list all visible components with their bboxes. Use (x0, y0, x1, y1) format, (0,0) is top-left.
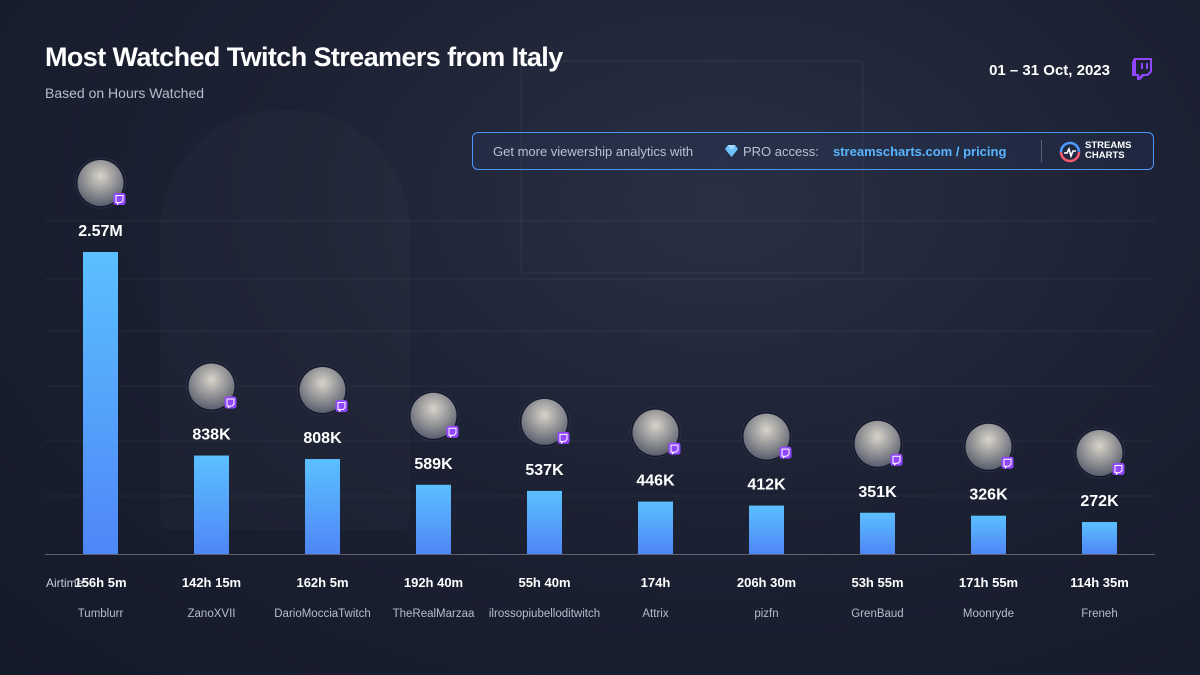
page-title: Most Watched Twitch Streamers from Italy (45, 42, 563, 72)
bar-value-label: 2.57M (78, 223, 122, 240)
twitch-badge-icon (113, 193, 126, 206)
airtime-value: 206h 30m (736, 575, 797, 590)
streamer-name: TheRealMarzaa (392, 608, 475, 620)
page-subtitle: Based on Hours Watched (45, 85, 205, 101)
streamer-name: pizfn (754, 608, 779, 620)
chart-bars (83, 252, 1117, 554)
bar-value-label: 589K (414, 456, 453, 473)
streamer-avatar (297, 364, 348, 416)
bar (83, 252, 118, 554)
streamer-avatar (741, 411, 792, 463)
streamer-avatar (963, 421, 1014, 473)
twitch-badge-icon (1112, 463, 1125, 476)
twitch-badge-icon (668, 442, 681, 455)
streamer-avatar (630, 407, 681, 459)
bar-value-label: 272K (1080, 493, 1119, 510)
streamer-name: Freneh (1081, 608, 1118, 620)
twitch-badge-icon (224, 396, 237, 409)
airtime-value: 192h 40m (403, 575, 464, 590)
bar-value-label: 446K (636, 473, 675, 490)
bar (1082, 522, 1117, 554)
streamer-avatar (1074, 427, 1125, 479)
bar (416, 484, 451, 554)
streamer-name: Moonryde (962, 608, 1015, 620)
promo-divider (1041, 140, 1042, 162)
bar (194, 455, 229, 554)
brand-line-1: STREAMS (1085, 140, 1132, 151)
streamer-avatar (75, 157, 126, 209)
bar-value-label: 326K (969, 487, 1008, 504)
bar (638, 501, 673, 554)
streams-charts-brand: STREAMS CHARTS (1085, 141, 1131, 161)
streamer-avatar (852, 418, 903, 470)
promo-pro-label: PRO access: (743, 144, 819, 159)
bar-value-label: 838K (192, 427, 231, 444)
twitch-badge-icon (557, 431, 570, 445)
twitch-badge-icon (446, 425, 459, 438)
promo-text: Get more viewership analytics with (493, 144, 694, 159)
twitch-badge-icon (335, 400, 348, 413)
twitch-badge-icon (1001, 456, 1014, 469)
twitch-logo-icon (1132, 58, 1152, 80)
streamer-name: Tumblurr (77, 608, 124, 620)
airtime-value: 156h 5m (74, 575, 127, 590)
airtime-value: 55h 40m (518, 575, 571, 590)
streamer-avatar (186, 361, 237, 413)
diamond-icon (725, 145, 738, 157)
bar-value-label: 351K (858, 484, 897, 501)
bar-value-label: 808K (303, 430, 342, 447)
airtime-value: 53h 55m (851, 575, 904, 590)
bar-value-label: 537K (525, 462, 564, 479)
twitch-badge-icon (779, 446, 792, 459)
streamer-avatar (408, 390, 459, 442)
airtime-value: 142h 15m (181, 575, 242, 590)
airtime-value: 114h 35m (1070, 575, 1129, 590)
brand-line-2: CHARTS (1085, 150, 1125, 161)
airtime-value: 171h 55m (958, 575, 1019, 590)
bar (749, 505, 784, 554)
bar (527, 490, 562, 554)
streamer-name: ZanoXVII (187, 608, 236, 620)
airtime-value: 162h 5m (296, 575, 349, 590)
promo-pricing-link[interactable]: streamscharts.com / pricing (833, 144, 1007, 159)
bar (971, 515, 1006, 554)
streamer-avatar (519, 396, 570, 448)
streams-charts-logo-icon (1059, 141, 1081, 163)
chart-value-labels: 2.57M 838K 808K 589K 537K 446K 412K 351K 326K 272… (78, 223, 1119, 510)
airtime-value: 174h (640, 575, 671, 590)
bar-value-label: 412K (747, 477, 786, 494)
date-range: 01 – 31 Oct, 2023 (989, 62, 1110, 79)
bar (860, 512, 895, 554)
streamer-name: Attrix (642, 608, 669, 620)
chart-avatars (75, 157, 1125, 479)
airtime-label: Airtime: (46, 576, 87, 590)
twitch-badge-icon (890, 453, 903, 466)
promo-banner[interactable]: Get more viewership analytics with PRO a… (472, 132, 1154, 170)
streamer-name: ilrossopiubelloditwitch (488, 608, 601, 620)
streamer-name: GrenBaud (851, 608, 904, 620)
bar (305, 459, 340, 554)
streamer-name: DarioMocciaTwitch (274, 608, 371, 620)
